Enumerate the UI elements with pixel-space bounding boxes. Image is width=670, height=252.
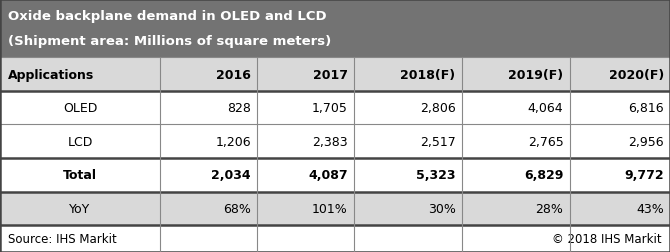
Text: 4,087: 4,087 — [308, 169, 348, 181]
Text: 2,956: 2,956 — [628, 135, 664, 148]
Text: 2,034: 2,034 — [211, 169, 251, 181]
Text: 2,383: 2,383 — [312, 135, 348, 148]
Text: 1,705: 1,705 — [312, 102, 348, 115]
Text: Applications: Applications — [8, 68, 94, 81]
Text: YoY: YoY — [70, 202, 90, 215]
Text: 2,765: 2,765 — [528, 135, 563, 148]
Text: LCD: LCD — [68, 135, 92, 148]
Text: 2,806: 2,806 — [420, 102, 456, 115]
Text: 68%: 68% — [223, 202, 251, 215]
Bar — [0, 0, 670, 58]
Text: 2,517: 2,517 — [420, 135, 456, 148]
Text: 5,323: 5,323 — [416, 169, 456, 181]
Text: Oxide backplane demand in OLED and LCD: Oxide backplane demand in OLED and LCD — [8, 10, 327, 23]
Text: 2017: 2017 — [313, 68, 348, 81]
Text: 2018(F): 2018(F) — [401, 68, 456, 81]
Bar — [0, 125, 670, 158]
Text: 4,064: 4,064 — [528, 102, 563, 115]
Bar — [0, 91, 670, 125]
Bar — [0, 58, 670, 91]
Text: 30%: 30% — [427, 202, 456, 215]
Text: 43%: 43% — [636, 202, 664, 215]
Text: © 2018 IHS Markit: © 2018 IHS Markit — [552, 232, 662, 245]
Text: 28%: 28% — [535, 202, 563, 215]
Text: 828: 828 — [227, 102, 251, 115]
Bar — [0, 158, 670, 192]
Text: (Shipment area: Millions of square meters): (Shipment area: Millions of square meter… — [8, 35, 331, 48]
Text: 2016: 2016 — [216, 68, 251, 81]
Text: 1,206: 1,206 — [215, 135, 251, 148]
Text: 2020(F): 2020(F) — [609, 68, 664, 81]
Text: 9,772: 9,772 — [624, 169, 664, 181]
Bar — [0, 225, 670, 252]
Text: OLED: OLED — [63, 102, 97, 115]
Bar — [0, 192, 670, 225]
Text: 6,816: 6,816 — [628, 102, 664, 115]
Text: Source: IHS Markit: Source: IHS Markit — [8, 232, 117, 245]
Text: 101%: 101% — [312, 202, 348, 215]
Text: 2019(F): 2019(F) — [509, 68, 563, 81]
Text: 6,829: 6,829 — [524, 169, 563, 181]
Text: Total: Total — [63, 169, 97, 181]
